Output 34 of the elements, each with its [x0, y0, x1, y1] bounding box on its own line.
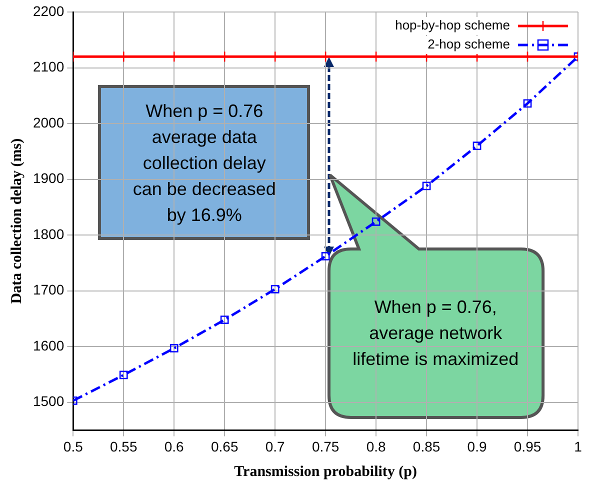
x-tick-label: 0.5: [63, 438, 84, 454]
y-tick-label: 1500: [32, 393, 64, 410]
point: [220, 316, 229, 324]
y-tick-label: 2100: [32, 58, 64, 75]
point: [523, 99, 532, 108]
x-tick-label: 0.7: [265, 438, 286, 454]
y-axis-title: Data collection delay (ms): [8, 138, 25, 304]
legend-label: hop-by-hop scheme: [395, 18, 510, 33]
point: [170, 344, 178, 352]
annotation: When p = 0.76 average data collection delay can be decreased by 16.9%: [132, 100, 277, 227]
x-tick-label: 0.9: [467, 438, 487, 454]
x-tick-label: 0.85: [412, 438, 440, 454]
y-tick-label: 1700: [32, 282, 64, 298]
y-tick-label: 2000: [32, 114, 64, 130]
y-tick-label: 1600: [32, 337, 64, 354]
point: [472, 142, 482, 150]
x-tick-label: 0.6: [164, 438, 184, 454]
y-tick-label: 1900: [32, 170, 64, 186]
x-tick-label: 0.8: [366, 438, 386, 454]
x-tick-label: 0.95: [514, 438, 542, 454]
y-tick-label: 1800: [32, 226, 64, 242]
x-tick-label: 1: [574, 438, 582, 454]
point: [321, 252, 330, 260]
x-tick-label: 0.65: [210, 438, 238, 454]
annotation: When p = 0.76, average network lifetime is maximized: [352, 296, 520, 372]
y-tick-label: 2200: [32, 2, 64, 19]
point: [372, 217, 380, 226]
point: [270, 284, 280, 294]
point: [422, 182, 431, 190]
x-axis-title: Transmission probability (p): [234, 464, 417, 480]
x-tick-label: 0.75: [312, 438, 340, 454]
point: [119, 370, 128, 380]
legend-label: 2-hop scheme: [428, 36, 510, 52]
x-tick-label: 0.55: [110, 438, 138, 454]
